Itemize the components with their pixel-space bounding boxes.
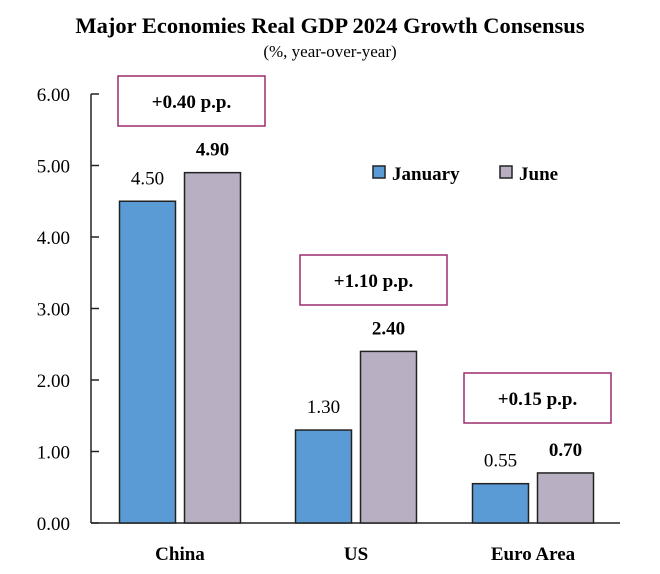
x-tick-label: China	[155, 544, 205, 565]
annotation-text: +1.10 p.p.	[334, 271, 413, 292]
data-label: 2.40	[372, 318, 405, 339]
y-tick-label: 2.00	[37, 371, 70, 392]
y-tick-label: 6.00	[37, 85, 70, 106]
axes: 0.00 1.00 2.00 3.00 4.00 5.00 6.00 China US Euro …	[37, 85, 620, 565]
bar-january-us	[294, 429, 353, 524]
chart-title: Major Economies Real GDP 2024 Growth Con…	[75, 13, 584, 38]
data-labels: 4.50 1.30 0.55 4.90 2.40 0.70	[131, 140, 582, 472]
annotation-text: +0.40 p.p.	[152, 92, 231, 113]
annotation-box	[117, 75, 266, 127]
annotations: +0.40 p.p. +1.10 p.p. +0.15 p.p.	[117, 75, 612, 424]
bar-january-euro-area	[471, 482, 530, 524]
legend-label-january: January	[392, 164, 460, 185]
data-label: 0.70	[549, 440, 582, 461]
data-label: 0.55	[484, 451, 517, 472]
data-label: 4.90	[196, 140, 229, 161]
bar-june-us	[359, 350, 418, 524]
bar-june-euro-area	[536, 472, 595, 524]
x-tick-label: US	[344, 544, 368, 565]
y-tick-label: 4.00	[37, 228, 70, 249]
x-tick-label: Euro Area	[491, 544, 576, 565]
legend-swatch-january	[372, 165, 386, 179]
legend: January June	[372, 164, 558, 185]
annotation-box	[463, 372, 612, 424]
annotation-text: +0.15 p.p.	[498, 389, 577, 410]
legend-swatch-june	[499, 165, 513, 179]
y-tick-label: 5.00	[37, 157, 70, 178]
data-label: 4.50	[131, 168, 164, 189]
chart-subtitle: (%, year-over-year)	[263, 42, 396, 61]
bar-june-china	[183, 171, 242, 524]
y-tick-label: 3.00	[37, 300, 70, 321]
y-tick-label: 1.00	[37, 443, 70, 464]
bars	[118, 171, 595, 524]
y-tick-label: 0.00	[37, 514, 70, 535]
data-label: 1.30	[307, 397, 340, 418]
legend-label-june: June	[519, 164, 558, 185]
annotation-box	[299, 254, 448, 306]
bar-january-china	[118, 200, 177, 524]
